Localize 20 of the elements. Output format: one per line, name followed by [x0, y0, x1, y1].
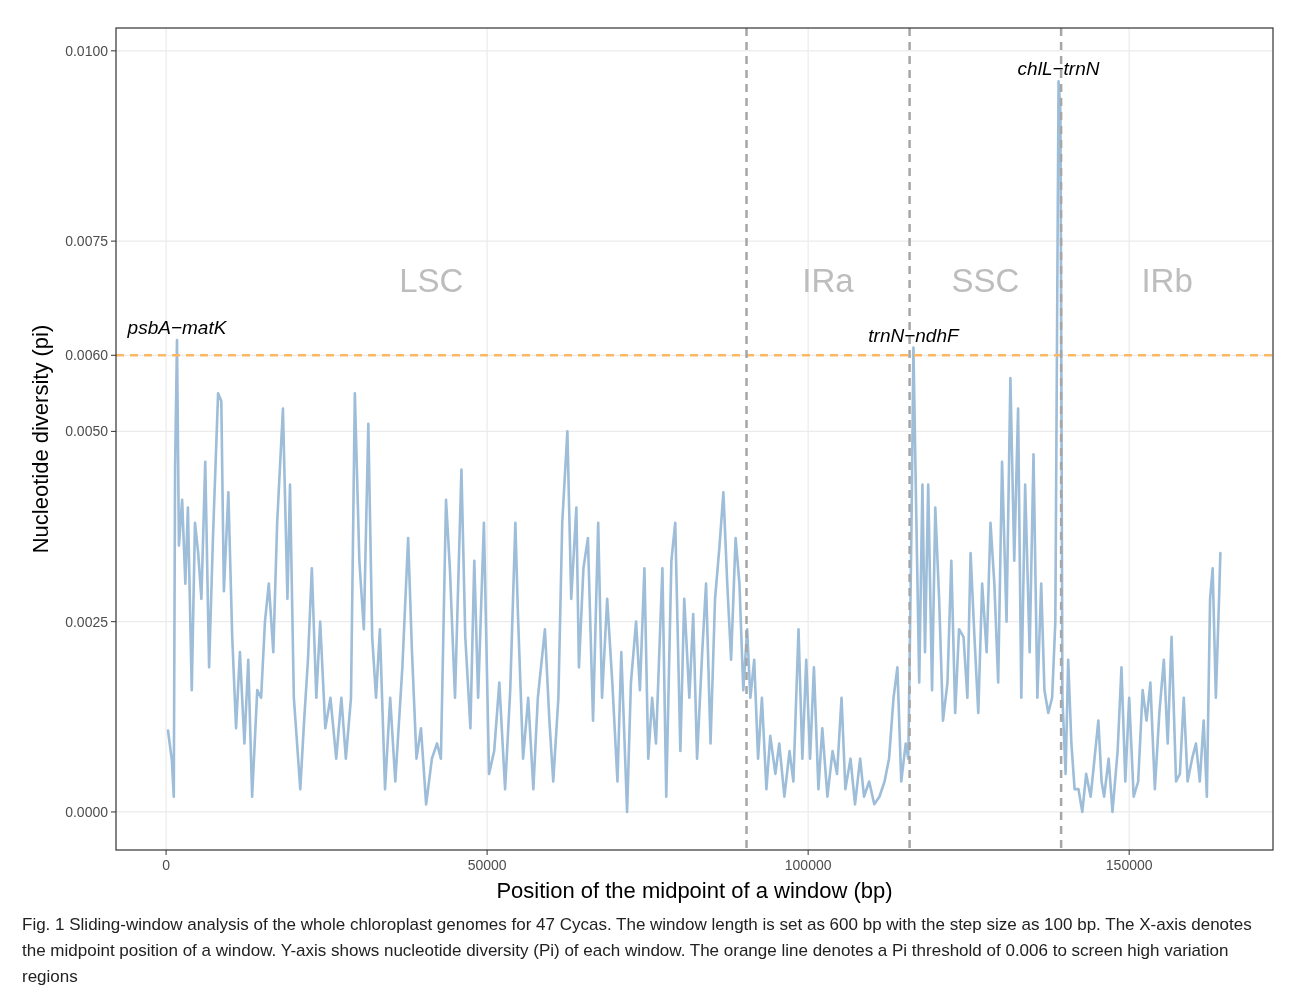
annotation: IRa	[802, 262, 855, 299]
y-tick-label: 0.0050	[65, 423, 109, 440]
y-tick-label: 0.0060	[65, 347, 109, 364]
y-tick-label: 0.0075	[65, 233, 109, 250]
x-axis-title: Position of the midpoint of a window (bp)	[496, 878, 893, 903]
annotation: trnN−ndhF	[868, 324, 960, 346]
y-axis-title: Nucleotide diversity (pi)	[28, 324, 53, 554]
annotation: chlL−trnN	[1017, 58, 1100, 80]
annotation: psbA−matK	[126, 317, 228, 339]
y-tick-label: 0.0100	[65, 42, 109, 59]
x-tick-label: 0	[162, 857, 171, 873]
y-tick-label: 0.0025	[65, 613, 109, 630]
annotation: SSC	[951, 262, 1020, 299]
x-tick-label: 150000	[1105, 857, 1153, 873]
annotation: IRb	[1141, 262, 1193, 299]
y-tick-label: 0.0000	[65, 803, 109, 820]
x-tick-label: 50000	[467, 857, 507, 873]
x-tick-label: 100000	[784, 857, 832, 873]
caption: Fig. 1 Sliding-window analysis of the whole chloroplast genomes for 47 Cycas. The window length is set as 600 bp with the step size as 100 bp. The X-axis denotes the midpoint position of a window. Y-axis shows nucleotide diversity (Pi) of each window. The orange line denotes a Pi threshold of 0.006 to screen high variation regions	[21, 914, 1253, 988]
annotation: LSC	[399, 262, 464, 299]
